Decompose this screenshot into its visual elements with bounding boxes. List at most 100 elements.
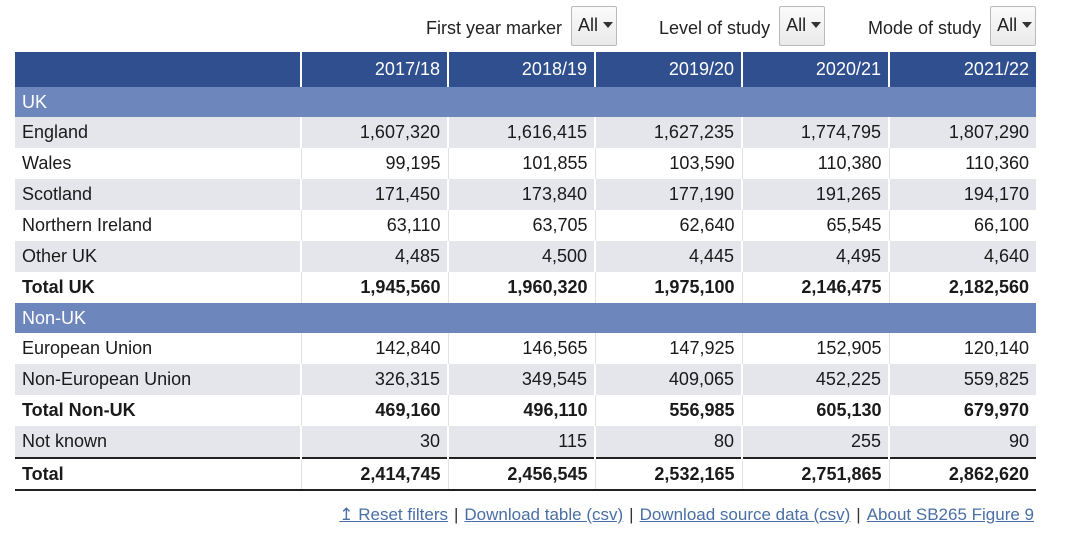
table-cell: 409,065 <box>595 364 743 395</box>
row-label: Total <box>15 457 302 491</box>
column-header[interactable]: 2020/21 <box>742 52 890 87</box>
chevron-down-icon <box>1022 22 1033 28</box>
level-of-study-value: All <box>786 15 807 35</box>
table-cell: 65,545 <box>742 210 890 241</box>
row-label: Non-European Union <box>15 364 302 395</box>
table-cell: 80 <box>595 426 743 458</box>
chevron-down-icon <box>603 22 614 28</box>
table-cell: 120,140 <box>889 333 1036 364</box>
row-label: Wales <box>15 148 302 179</box>
table-row-england: England 1,607,320 1,616,415 1,627,235 1,… <box>15 117 1036 148</box>
table-cell: 101,855 <box>448 148 596 179</box>
first-year-marker-select[interactable]: All <box>571 6 618 46</box>
column-header[interactable]: 2018/19 <box>448 52 596 87</box>
group-label: Non-UK <box>15 303 1036 333</box>
table-cell: 147,925 <box>595 333 743 364</box>
mode-of-study-label: Mode of study <box>868 17 982 38</box>
table-cell: 1,616,415 <box>448 117 596 148</box>
mode-of-study-select[interactable]: All <box>990 6 1037 46</box>
table-cell: 177,190 <box>595 179 743 210</box>
table-cell: 110,360 <box>889 148 1036 179</box>
table-cell: 173,840 <box>448 179 596 210</box>
group-row-uk: UK <box>15 87 1036 117</box>
column-header[interactable]: 2019/20 <box>595 52 743 87</box>
table-cell: 1,774,795 <box>742 117 890 148</box>
group-label: UK <box>15 87 1036 117</box>
table-cell: 115 <box>448 426 596 458</box>
about-figure-link[interactable]: About SB265 Figure 9 <box>866 505 1034 524</box>
table-cell: 255 <box>742 426 890 458</box>
table-cell: 2,182,560 <box>889 272 1036 303</box>
link-separator: | <box>856 505 861 524</box>
mode-of-study-filter: Mode of study All <box>868 5 1037 47</box>
table-row-wales: Wales 99,195 101,855 103,590 110,380 110… <box>15 148 1036 179</box>
table-row-total-non-uk: Total Non-UK 469,160 496,110 556,985 605… <box>15 395 1036 426</box>
link-separator: | <box>629 505 634 524</box>
table-cell: 63,110 <box>301 210 449 241</box>
table-cell: 4,500 <box>448 241 596 272</box>
level-of-study-filter: Level of study All <box>659 5 826 47</box>
table-cell: 103,590 <box>595 148 743 179</box>
table-row-european-union: European Union 142,840 146,565 147,925 1… <box>15 333 1036 364</box>
table-header-row: 2017/18 2018/19 2019/20 2020/21 2021/22 <box>15 52 1036 87</box>
table-cell: 194,170 <box>889 179 1036 210</box>
table-cell: 679,970 <box>889 395 1036 426</box>
data-table-container: 2017/18 2018/19 2019/20 2020/21 2021/22 … <box>15 52 1036 491</box>
row-label: Total UK <box>15 272 302 303</box>
level-of-study-select[interactable]: All <box>779 6 826 46</box>
table-cell: 605,130 <box>742 395 890 426</box>
data-table: 2017/18 2018/19 2019/20 2020/21 2021/22 … <box>15 52 1036 491</box>
table-cell: 1,627,235 <box>595 117 743 148</box>
download-source-data-link[interactable]: Download source data (csv) <box>639 505 851 524</box>
column-header[interactable]: 2017/18 <box>301 52 449 87</box>
table-cell: 496,110 <box>448 395 596 426</box>
download-table-link[interactable]: Download table (csv) <box>464 505 624 524</box>
column-header[interactable]: 2021/22 <box>889 52 1036 87</box>
table-cell: 90 <box>889 426 1036 458</box>
table-cell: 4,445 <box>595 241 743 272</box>
table-cell: 326,315 <box>301 364 449 395</box>
table-cell: 4,495 <box>742 241 890 272</box>
table-cell: 452,225 <box>742 364 890 395</box>
table-row-not-known: Not known 30 115 80 255 90 <box>15 426 1036 458</box>
mode-of-study-value: All <box>997 15 1018 35</box>
table-cell: 1,945,560 <box>301 272 449 303</box>
row-label: European Union <box>15 333 302 364</box>
row-label: Total Non-UK <box>15 395 302 426</box>
table-cell: 66,100 <box>889 210 1036 241</box>
level-of-study-label: Level of study <box>659 17 771 38</box>
group-row-non-uk: Non-UK <box>15 303 1036 333</box>
first-year-marker-filter: First year marker All <box>426 5 618 47</box>
table-cell: 2,862,620 <box>889 457 1036 491</box>
table-cell: 2,146,475 <box>742 272 890 303</box>
table-row-total-uk: Total UK 1,945,560 1,960,320 1,975,100 2… <box>15 272 1036 303</box>
table-cell: 559,825 <box>889 364 1036 395</box>
table-cell: 2,414,745 <box>301 457 449 491</box>
table-cell: 1,807,290 <box>889 117 1036 148</box>
row-label: England <box>15 117 302 148</box>
table-cell: 4,640 <box>889 241 1036 272</box>
filter-bar: First year marker All Level of study All… <box>0 5 1080 47</box>
table-row-northern-ireland: Northern Ireland 63,110 63,705 62,640 65… <box>15 210 1036 241</box>
table-cell: 146,565 <box>448 333 596 364</box>
chevron-down-icon <box>811 22 822 28</box>
table-cell: 2,456,545 <box>448 457 596 491</box>
row-label: Other UK <box>15 241 302 272</box>
table-cell: 1,975,100 <box>595 272 743 303</box>
table-cell: 99,195 <box>301 148 449 179</box>
table-row-other-uk: Other UK 4,485 4,500 4,445 4,495 4,640 <box>15 241 1036 272</box>
table-cell: 4,485 <box>301 241 449 272</box>
table-row-non-european-union: Non-European Union 326,315 349,545 409,0… <box>15 364 1036 395</box>
table-cell: 556,985 <box>595 395 743 426</box>
table-cell: 191,265 <box>742 179 890 210</box>
reset-filters-link[interactable]: ↥ Reset filters <box>339 505 448 524</box>
first-year-marker-value: All <box>578 15 599 35</box>
row-label: Northern Ireland <box>15 210 302 241</box>
table-cell: 152,905 <box>742 333 890 364</box>
row-label: Not known <box>15 426 302 458</box>
table-cell: 171,450 <box>301 179 449 210</box>
row-label: Scotland <box>15 179 302 210</box>
table-cell: 349,545 <box>448 364 596 395</box>
table-cell: 110,380 <box>742 148 890 179</box>
table-cell: 1,607,320 <box>301 117 449 148</box>
